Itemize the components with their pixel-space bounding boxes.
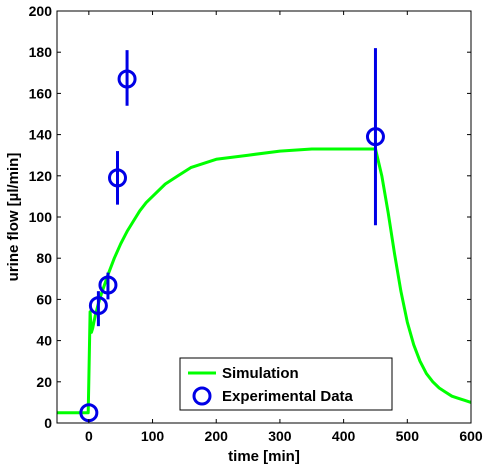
data-point bbox=[98, 275, 118, 295]
y-tick-label: 100 bbox=[29, 209, 53, 225]
y-tick-label: 140 bbox=[29, 127, 53, 143]
legend-box bbox=[179, 357, 393, 411]
x-tick-label: 0 bbox=[85, 428, 93, 444]
x-tick-label: 400 bbox=[332, 428, 356, 444]
y-tick-label: 80 bbox=[36, 250, 52, 266]
legend: Simulation Experimental Data bbox=[179, 357, 393, 411]
x-tick-label: 100 bbox=[141, 428, 165, 444]
y-tick-label: 20 bbox=[36, 374, 52, 390]
y-tick-label: 180 bbox=[29, 44, 53, 60]
x-tick-label: 300 bbox=[268, 428, 292, 444]
data-point bbox=[365, 127, 385, 147]
legend-experimental-label: Experimental Data bbox=[222, 388, 354, 405]
data-point bbox=[108, 168, 128, 188]
x-tick-label: 500 bbox=[396, 428, 420, 444]
x-tick-label: 600 bbox=[459, 428, 483, 444]
axes: 0 100 200 300 400 500 600 0 20 40 60 80 100 120 140 160… bbox=[29, 3, 483, 444]
legend-experimental-swatch bbox=[192, 386, 212, 406]
x-tick-label: 200 bbox=[205, 428, 229, 444]
simulation-line bbox=[57, 147, 472, 415]
y-tick-label: 200 bbox=[29, 3, 53, 19]
y-tick-label: 40 bbox=[36, 333, 52, 349]
y-tick-label: 60 bbox=[36, 291, 52, 307]
plot-area bbox=[57, 48, 472, 423]
data-point bbox=[117, 69, 137, 89]
data-point bbox=[88, 296, 108, 316]
x-axis-label: time [min] bbox=[228, 448, 300, 465]
y-axis-label: urine flow [µl/min] bbox=[5, 153, 22, 282]
y-tick-label: 160 bbox=[29, 85, 53, 101]
y-tick-label: 120 bbox=[29, 168, 53, 184]
y-tick-label: 0 bbox=[44, 415, 52, 431]
legend-simulation-label: Simulation bbox=[222, 365, 299, 382]
